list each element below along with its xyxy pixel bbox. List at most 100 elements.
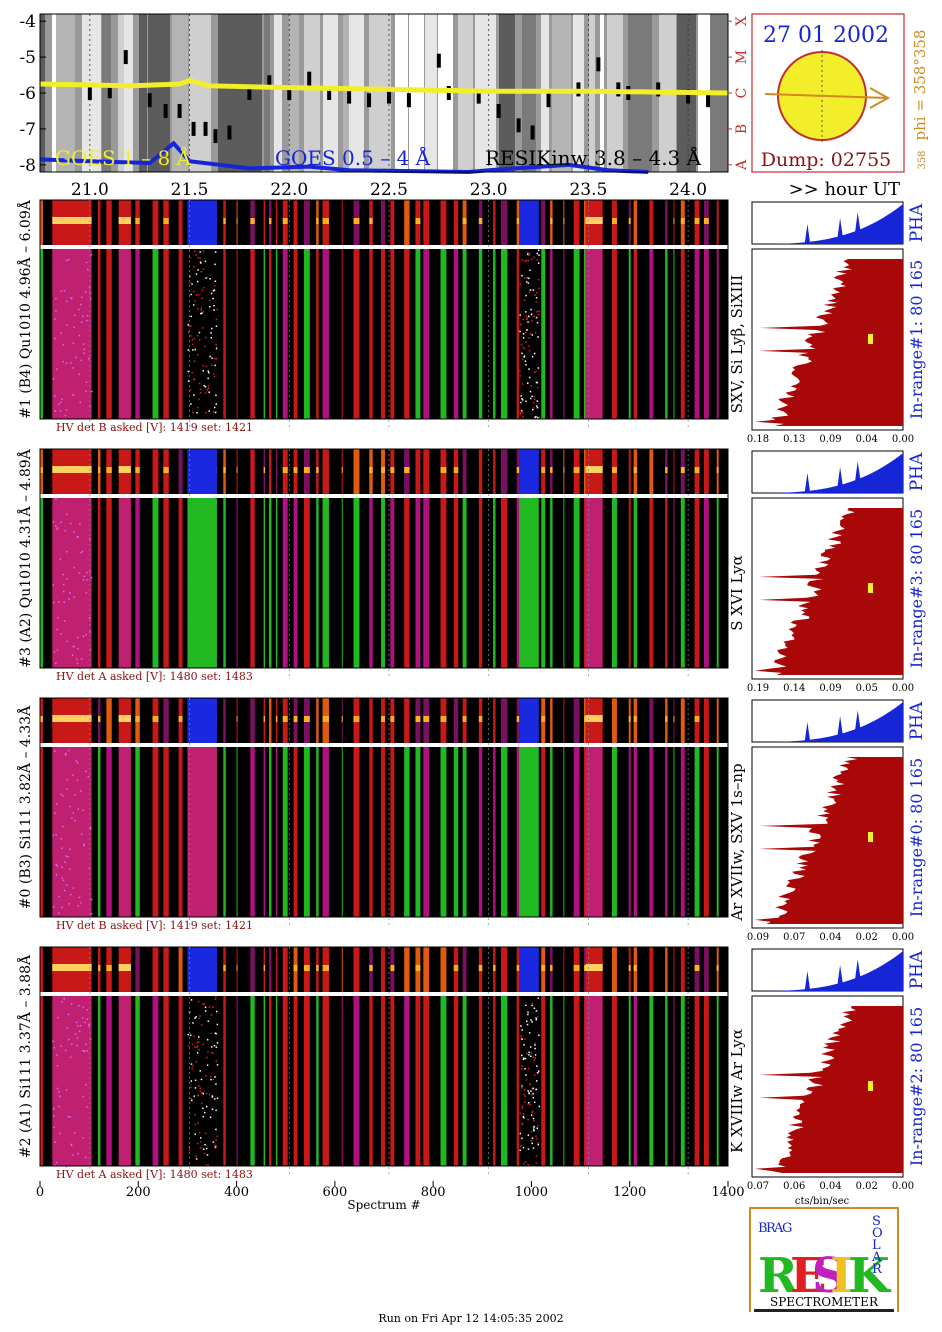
pha-block-peak	[52, 466, 92, 473]
spectrogram-column	[97, 996, 101, 1166]
pha-column	[493, 200, 496, 245]
spectrogram-speckle	[533, 402, 535, 404]
spectrogram-column	[423, 249, 430, 419]
spectrogram-speckle	[528, 1032, 531, 1034]
spectrogram-speckle	[214, 357, 216, 360]
spectrum-axis-title: Spectrum #	[347, 1198, 420, 1212]
pha-peak	[293, 467, 298, 473]
spectrogram-speckle	[522, 1058, 525, 1061]
goes-ytick-label: -5	[19, 48, 36, 68]
in-range-label: In-range#2: 80 165	[907, 1007, 926, 1166]
spectrogram-speckle	[214, 1076, 216, 1078]
spectrogram-speckle	[83, 844, 85, 847]
spectrogram-speckle	[525, 341, 527, 343]
spectrogram-column	[275, 747, 278, 917]
spectrogram-speckle	[519, 370, 521, 372]
spectrogram-speckle	[525, 1074, 527, 1076]
spectrogram-column	[550, 249, 553, 419]
spectrogram-column	[316, 747, 319, 917]
pha-peak	[236, 467, 238, 473]
spectrogram-speckle	[532, 1096, 535, 1099]
spectrogram-speckle	[537, 367, 540, 369]
spectrogram-speckle	[519, 1132, 522, 1135]
pha-peak	[353, 716, 360, 722]
pha-peak	[478, 218, 483, 224]
spectrogram-speckle	[200, 1141, 202, 1143]
pha-column	[612, 947, 617, 992]
spectrogram-speckle	[200, 1024, 203, 1026]
spectrogram-speckle	[52, 1040, 54, 1042]
spectrogram-speckle	[529, 390, 532, 393]
spectrogram-speckle	[208, 1006, 211, 1008]
pha-peak	[178, 716, 183, 722]
goes-ytick-label: -8	[19, 156, 36, 176]
pha-block-peak	[118, 715, 131, 722]
pha-peak	[516, 218, 521, 224]
coverage-stripe	[425, 14, 437, 172]
spectrogram-speckle	[80, 303, 82, 306]
spectrogram-speckle	[519, 411, 522, 414]
spectrogram-speckle	[536, 259, 539, 261]
coverage-stripe	[395, 14, 408, 172]
pha-column	[612, 698, 617, 743]
logo-small-letter: O	[872, 1226, 883, 1241]
spectrogram-speckle	[194, 348, 196, 351]
spectrogram-column	[550, 747, 553, 917]
spectrogram-speckle	[522, 1123, 524, 1125]
spectrogram-column	[478, 249, 483, 419]
pha-column	[440, 200, 447, 245]
spectrogram-column	[303, 498, 310, 668]
spectrogram-speckle	[211, 1108, 214, 1110]
spectrogram-column	[390, 747, 395, 917]
spectrogram-speckle	[206, 1038, 209, 1041]
spectrogram-speckle	[189, 1034, 192, 1037]
spectrogram-speckle	[521, 1122, 523, 1125]
flare-class-letter: A	[734, 159, 750, 171]
spectrogram-speckle	[210, 364, 213, 367]
spectrogram-speckle	[522, 333, 525, 335]
spectrogram-column	[275, 249, 278, 419]
spectrogram-block	[187, 249, 217, 419]
profile-tick-label: 0.05	[856, 683, 878, 694]
spectrogram-speckle	[57, 403, 60, 406]
spectrogram-speckle	[205, 1147, 208, 1150]
spectrogram-speckle	[210, 1032, 212, 1035]
spectrogram-speckle	[196, 412, 198, 414]
spectrogram-column	[163, 996, 169, 1166]
spectrogram-column	[40, 996, 43, 1166]
pha-peak	[282, 218, 288, 224]
spectrogram-speckle	[537, 336, 539, 338]
spectrogram-column	[106, 249, 112, 419]
logo-letter: I	[830, 1248, 852, 1304]
spectrogram-speckle	[85, 591, 88, 594]
profile-marker	[868, 583, 873, 593]
spectrogram-speckle	[532, 408, 534, 411]
spectrogram-speckle	[206, 388, 209, 391]
spectrogram-speckle	[537, 1143, 540, 1146]
hour-tick-label: 21.5	[171, 180, 209, 200]
spectrogram-speckle	[52, 1107, 55, 1110]
pha-peak	[612, 467, 617, 473]
spectrogram-speckle	[56, 1054, 58, 1056]
pha-column	[703, 449, 709, 494]
spectrogram-column	[563, 996, 565, 1166]
spectrogram-speckle	[525, 294, 527, 297]
spectrogram-speckle	[189, 1097, 192, 1100]
spectrogram-speckle	[203, 385, 205, 387]
spectrogram-speckle	[197, 256, 199, 259]
flare-class-letter: M	[734, 50, 750, 64]
goes-legend-entry: RESIKinw 3.8 – 4.3 Å	[485, 145, 702, 170]
spectrogram-speckle	[209, 355, 211, 358]
spectrogram-speckle	[537, 1070, 540, 1072]
spectrogram-speckle	[191, 371, 193, 374]
spectrogram-column	[716, 996, 719, 1166]
resik-flux-mark	[163, 103, 168, 118]
spectrogram-column	[516, 996, 521, 1166]
pha-histogram	[752, 702, 903, 742]
spectrogram-speckle	[89, 292, 91, 294]
spectrogram-speckle	[535, 381, 538, 384]
spectrogram-column	[415, 249, 421, 419]
spectrogram-speckle	[195, 254, 197, 256]
spectrogram-speckle	[212, 1078, 215, 1081]
spectrogram-column	[673, 249, 675, 419]
